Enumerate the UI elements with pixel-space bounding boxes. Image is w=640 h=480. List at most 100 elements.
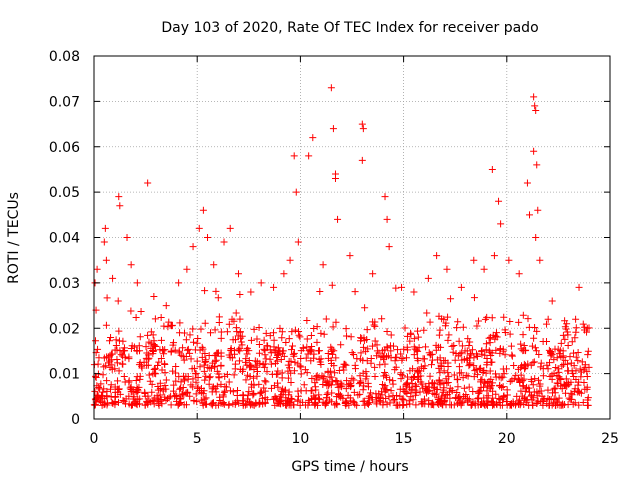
data-point — [332, 377, 340, 385]
data-point — [180, 391, 188, 399]
data-point — [399, 372, 407, 380]
data-point — [486, 383, 494, 391]
data-point-spike — [116, 202, 124, 210]
data-point — [245, 347, 253, 355]
data-point-spike — [563, 320, 571, 328]
data-point — [426, 318, 434, 326]
x-tick-label: 15 — [395, 431, 413, 447]
data-point — [200, 387, 208, 395]
data-point — [133, 389, 141, 397]
data-point — [193, 339, 201, 347]
data-point — [357, 377, 365, 385]
data-point — [154, 386, 162, 394]
data-point — [412, 382, 420, 390]
data-point — [327, 373, 335, 381]
y-tick-label: 0.02 — [49, 321, 80, 337]
data-point — [514, 365, 522, 373]
data-point — [255, 323, 263, 331]
data-point — [219, 391, 227, 399]
data-point — [315, 347, 323, 355]
data-point — [190, 338, 198, 346]
data-point — [142, 343, 150, 351]
data-point — [495, 395, 503, 403]
data-point — [267, 360, 275, 368]
data-point — [555, 350, 563, 358]
data-point — [520, 394, 528, 402]
data-point — [314, 401, 322, 409]
data-point — [500, 392, 508, 400]
data-point — [114, 297, 122, 305]
data-point — [444, 362, 452, 370]
data-point — [231, 365, 239, 373]
data-point — [531, 323, 539, 331]
data-point — [201, 376, 209, 384]
data-point — [196, 346, 204, 354]
data-point — [463, 347, 471, 355]
data-point — [165, 318, 173, 326]
data-point — [475, 389, 483, 397]
data-point — [351, 288, 359, 296]
data-point — [368, 393, 376, 401]
data-point-spike — [309, 134, 317, 142]
data-point — [411, 381, 419, 389]
data-point — [422, 385, 430, 393]
data-point — [378, 391, 386, 399]
data-point — [533, 392, 541, 400]
data-point-spike — [102, 256, 110, 264]
data-point — [107, 350, 115, 358]
data-point — [303, 316, 311, 324]
data-point-spike — [175, 279, 183, 287]
data-point — [116, 347, 124, 355]
data-point — [525, 384, 533, 392]
data-point — [561, 381, 569, 389]
data-point — [550, 356, 558, 364]
data-point-spike — [257, 279, 265, 287]
data-point — [155, 358, 163, 366]
data-point — [209, 383, 217, 391]
data-point — [399, 401, 407, 409]
data-point — [520, 341, 528, 349]
data-point — [148, 347, 156, 355]
data-point — [354, 391, 362, 399]
data-point — [329, 323, 337, 331]
data-point — [556, 347, 564, 355]
data-point — [132, 400, 140, 408]
data-point — [475, 317, 483, 325]
data-point — [463, 355, 471, 363]
data-point — [452, 349, 460, 357]
data-point — [453, 389, 461, 397]
data-point — [287, 379, 295, 387]
data-point — [221, 387, 229, 395]
data-point — [237, 334, 245, 342]
data-point — [401, 324, 409, 332]
data-point — [389, 392, 397, 400]
data-point — [446, 394, 454, 402]
data-point — [364, 394, 372, 402]
data-point — [159, 387, 167, 395]
data-point — [295, 327, 303, 335]
data-point — [581, 361, 589, 369]
data-point — [372, 390, 380, 398]
data-point — [160, 322, 168, 330]
data-point — [260, 345, 268, 353]
data-point — [256, 359, 264, 367]
data-point — [246, 399, 254, 407]
data-point — [333, 393, 341, 401]
data-point — [473, 395, 481, 403]
data-point — [327, 343, 335, 351]
data-point — [481, 351, 489, 359]
x-tick-label: 10 — [291, 431, 309, 447]
data-point — [266, 346, 274, 354]
data-point — [337, 341, 345, 349]
data-point — [217, 328, 225, 336]
data-point — [332, 318, 340, 326]
data-point-spike — [189, 243, 197, 251]
data-point — [454, 383, 462, 391]
data-point — [279, 385, 287, 393]
data-point — [436, 369, 444, 377]
data-point — [117, 351, 125, 359]
data-point — [141, 401, 149, 409]
data-point — [244, 391, 252, 399]
data-point — [167, 392, 175, 400]
data-point — [420, 326, 428, 334]
